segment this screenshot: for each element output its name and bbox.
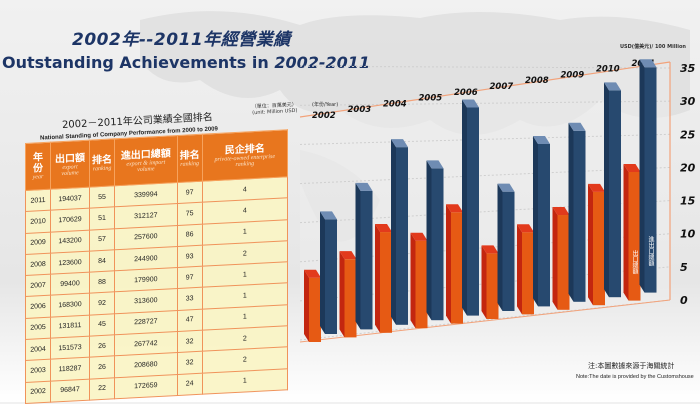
x-tick-label: 2002 [312, 111, 336, 121]
bar-export-volume [375, 224, 392, 333]
bar-export-volume [588, 183, 605, 306]
y-unit: USD(億美元)/ 100 Million [620, 43, 686, 50]
y-tick-label: 30 [680, 95, 696, 108]
x-tick-label: 2008 [525, 76, 549, 86]
bar-export-volume [339, 251, 357, 338]
title-en-prefix: Outstanding Achievements in [2, 53, 275, 72]
bar-total-volume [533, 136, 550, 307]
x-axis-note: (年份/Year) [312, 101, 338, 108]
bar-export-volume [552, 207, 570, 310]
bar-total-volume [639, 59, 657, 293]
series-label: 進出口總額 [647, 235, 654, 267]
bar-total-volume [568, 122, 586, 302]
y-tick-label: 15 [680, 195, 696, 208]
x-tick-label: 2006 [454, 88, 478, 98]
page-title-cn: 2002年--2011年經營業績 [72, 30, 291, 50]
year-axis-line [299, 61, 671, 118]
bar-export-volume [481, 245, 499, 319]
page-title-en: Outstanding Achievements in 2002-2011 [2, 53, 370, 72]
x-tick-label: 2010 [596, 65, 620, 75]
x-tick-label: 2009 [561, 70, 585, 80]
x-tick-label: 2003 [348, 105, 372, 115]
bar-total-volume [391, 139, 408, 325]
bar-export-volume [304, 269, 321, 342]
bar-export-volume [410, 232, 428, 329]
x-tick-label: 2007 [490, 82, 514, 92]
title-en-years: 2002-2011 [274, 53, 371, 72]
gridline [299, 65, 671, 69]
x-tick-label: 2004 [383, 99, 407, 109]
bar-export-volume [517, 224, 534, 315]
bar-total-volume [497, 183, 515, 311]
series-label: 出口總額 [631, 249, 638, 275]
bar-total-volume [604, 82, 621, 298]
y-tick-label: 25 [680, 128, 696, 141]
bar-total-volume [462, 99, 479, 316]
y-tick-label: 10 [680, 228, 696, 241]
y-tick-label: 35 [680, 62, 696, 75]
y-tick-label: 0 [680, 294, 688, 307]
bar-total-volume [355, 182, 373, 330]
bar-total-volume [320, 211, 337, 334]
footnote-cn: 注:本圖數據來源于海關統計 [588, 362, 675, 370]
base-line [299, 299, 671, 343]
x-tick-label: 2005 [419, 94, 443, 104]
y-tick-label: 5 [680, 261, 688, 274]
bar-export-volume [623, 164, 641, 301]
y-tick-label: 20 [680, 161, 696, 174]
bar-total-volume [426, 160, 444, 321]
footnote-en: Note:The date is provided by the Customs… [576, 374, 694, 380]
bar-export-volume [446, 204, 463, 324]
